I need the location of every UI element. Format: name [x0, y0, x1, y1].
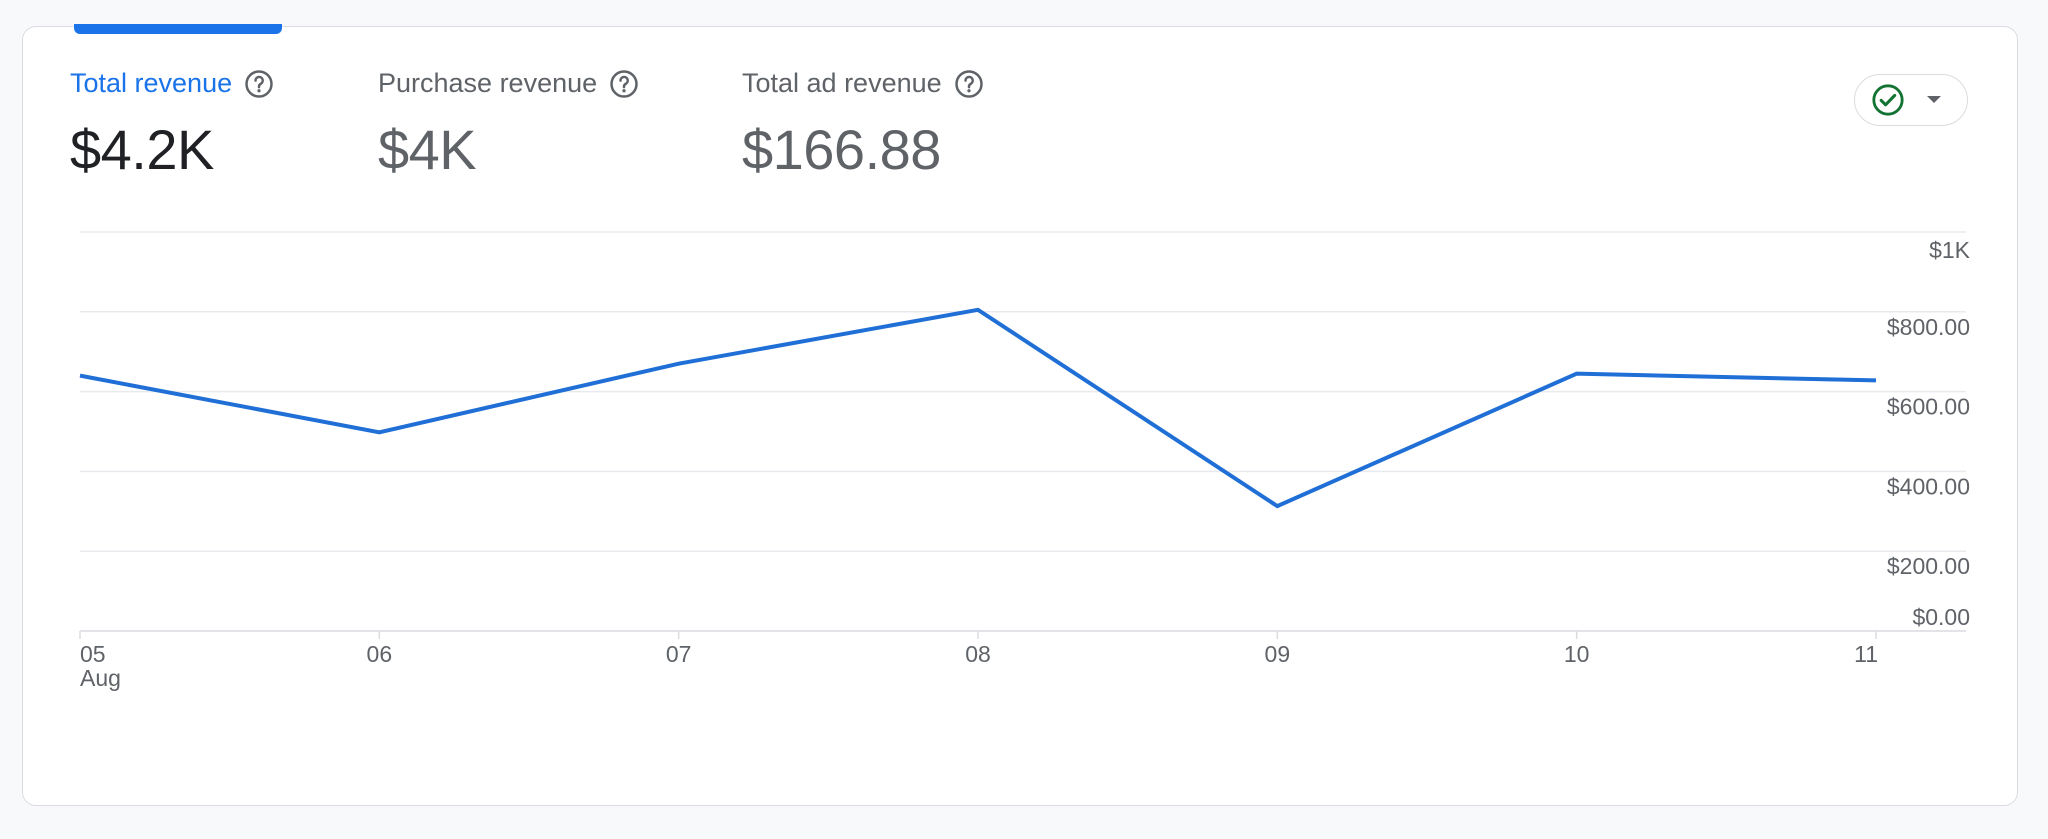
- check-circle-icon: [1872, 84, 1904, 116]
- data-quality-dropdown-button[interactable]: [1854, 74, 1968, 126]
- series-line-total-revenue: [79, 307, 1877, 509]
- metric-total-revenue[interactable]: Total revenue $4.2K: [70, 68, 274, 182]
- y-tick-label: $600.00: [1887, 394, 1970, 420]
- metric-total-ad-revenue[interactable]: Total ad revenue $166.88: [742, 68, 984, 182]
- metric-purchase-revenue[interactable]: Purchase revenue $4K: [378, 68, 639, 182]
- active-tab-indicator: [74, 24, 282, 34]
- help-icon[interactable]: [609, 69, 639, 99]
- y-tick-label: $800.00: [1887, 314, 1970, 340]
- metric-value: $4.2K: [70, 118, 214, 181]
- y-tick-label: $200.00: [1887, 553, 1970, 579]
- x-tick-label: 10: [1564, 641, 1590, 667]
- x-tick-sublabel: Aug: [80, 665, 121, 691]
- x-tick-label: 06: [367, 641, 393, 667]
- x-tick-label: 05: [80, 641, 106, 667]
- x-tick-label: 07: [666, 641, 692, 667]
- help-icon[interactable]: [244, 69, 274, 99]
- x-tick-label: 08: [965, 641, 991, 667]
- caret-down-icon: [1927, 96, 1941, 103]
- y-tick-label: $1K: [1929, 237, 1971, 263]
- y-tick-label: $0.00: [1912, 604, 1970, 630]
- revenue-card: [22, 26, 2018, 806]
- x-tick-label: 09: [1265, 641, 1291, 667]
- help-icon[interactable]: [954, 69, 984, 99]
- x-tick-label: 11: [1854, 641, 1878, 667]
- metric-label: Total ad revenue: [742, 68, 942, 98]
- metric-value: $4K: [378, 118, 477, 181]
- metric-value: $166.88: [742, 118, 941, 181]
- y-tick-label: $400.00: [1887, 473, 1970, 499]
- metric-label: Total revenue: [70, 68, 233, 98]
- metric-label: Purchase revenue: [378, 68, 598, 98]
